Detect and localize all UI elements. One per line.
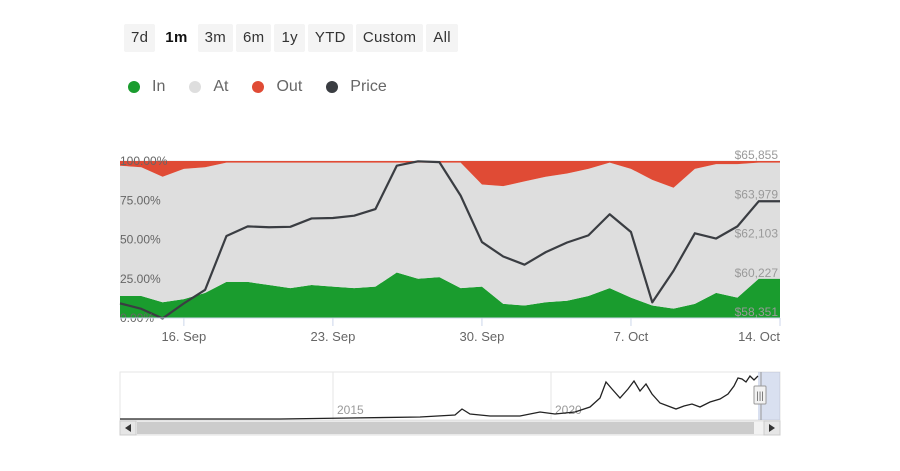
range-button-custom[interactable]: Custom [355, 24, 424, 52]
y-axis-right-label: $60,227 [735, 266, 779, 280]
scroll-right-arrow-icon [769, 424, 775, 432]
legend-label: Out [276, 78, 303, 95]
range-button-all[interactable]: All [426, 24, 458, 52]
range-selector: 7d 1m 3m 6m 1y YTD Custom All [124, 24, 458, 52]
y-axis-right-label: $63,979 [735, 187, 779, 201]
x-axis-label: 14. Oct [738, 329, 780, 344]
scroll-left-arrow-icon [125, 424, 131, 432]
range-button-6m[interactable]: 6m [236, 24, 272, 52]
range-button-1m[interactable]: 1m [158, 24, 195, 52]
y-axis-left-label: 100.00% [120, 154, 168, 168]
x-axis-label: 23. Sep [310, 329, 355, 344]
area-series-out [120, 161, 780, 188]
range-button-ytd[interactable]: YTD [307, 24, 353, 52]
legend-marker [326, 81, 339, 93]
navigator-year-label: 2020 [555, 403, 582, 417]
x-axis-label: 16. Sep [161, 329, 206, 344]
y-axis-right-label: $65,855 [735, 148, 779, 162]
scrollbar-thumb[interactable] [137, 422, 754, 434]
navigator-handle[interactable] [753, 385, 767, 405]
legend-marker [189, 81, 202, 93]
navigator-year-label: 2015 [337, 403, 364, 417]
legend-marker [252, 81, 265, 93]
y-axis-left-label: 25.00% [120, 272, 161, 286]
range-button-3m[interactable]: 3m [197, 24, 234, 52]
navigator-handle-grip: ||| [756, 391, 764, 402]
x-axis-label: 7. Oct [614, 329, 649, 344]
range-button-7d[interactable]: 7d [124, 24, 156, 52]
legend-item-price[interactable]: Price [326, 78, 387, 96]
x-axis-label: 30. Sep [460, 329, 505, 344]
legend-item-out[interactable]: Out [252, 78, 302, 96]
navigator-panel [119, 371, 781, 421]
navigator-selected-range [758, 372, 780, 420]
legend-item-at[interactable]: At [189, 78, 228, 96]
y-axis-right-label: $62,103 [735, 227, 779, 241]
legend-item-in[interactable]: In [128, 78, 165, 96]
legend-marker [128, 81, 140, 93]
y-axis-left-label: 75.00% [120, 193, 161, 207]
legend-label: Price [350, 78, 387, 95]
y-axis-right-label: $58,351 [735, 305, 779, 319]
area-series-at [120, 162, 780, 309]
price-line [119, 160, 780, 320]
range-button-1y[interactable]: 1y [274, 24, 305, 52]
legend: In At Out Price [128, 78, 387, 96]
y-axis-left-label: 50.00% [120, 233, 161, 247]
navigator-series-line [120, 374, 759, 420]
legend-label: At [213, 78, 229, 95]
legend-label: In [152, 78, 166, 95]
area-series-in [120, 272, 780, 318]
